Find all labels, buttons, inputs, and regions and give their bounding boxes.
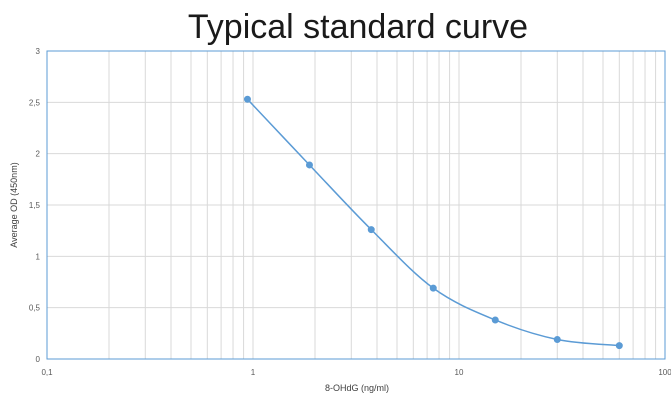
y-tick-label: 0 [36,355,41,364]
plot-area-border [46,50,666,360]
data-point [305,161,313,169]
y-tick-label: 1,5 [29,201,41,210]
grid-lines [47,51,665,359]
data-point [553,335,561,343]
data-point [243,95,251,103]
x-tick-label: 100 [658,368,671,377]
data-point [615,342,623,350]
data-point [367,226,375,234]
y-axis-title: Average OD (450nm) [9,162,19,247]
data-point [491,316,499,324]
x-tick-label: 10 [455,368,464,377]
data-point [429,284,437,292]
tick-labels: 0,1 1 10 100 0 0,5 1 1,5 2 2,5 3 [29,47,671,377]
chart-title: Typical standard curve [188,8,528,46]
x-tick-label: 0,1 [41,368,53,377]
data-points [243,95,623,350]
y-tick-label: 2,5 [29,98,41,107]
y-tick-label: 3 [36,47,41,56]
y-tick-label: 0,5 [29,304,41,313]
y-tick-label: 1 [36,252,41,261]
x-axis-title: 8-OHdG (ng/ml) [325,383,389,393]
series-curve [246,98,620,347]
y-tick-label: 2 [36,150,41,159]
x-tick-label: 1 [251,368,256,377]
